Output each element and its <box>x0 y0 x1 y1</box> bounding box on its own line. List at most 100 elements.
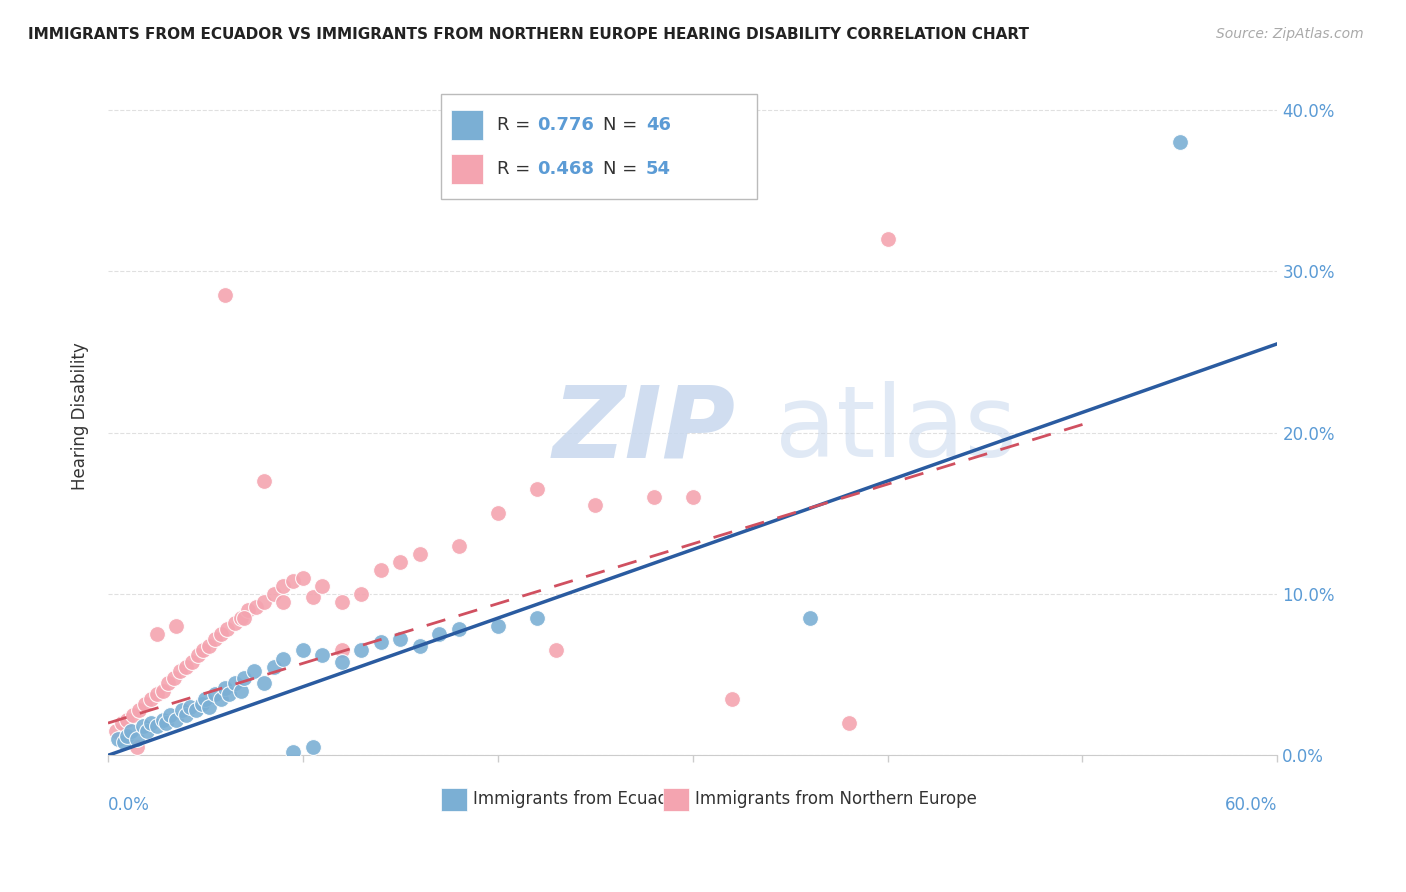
Point <box>194 691 217 706</box>
Point <box>139 691 162 706</box>
Point <box>229 683 252 698</box>
Point <box>163 671 186 685</box>
Point <box>104 724 127 739</box>
Text: R =: R = <box>498 160 537 178</box>
Point <box>291 571 314 585</box>
Point <box>486 619 509 633</box>
Point <box>643 490 665 504</box>
Point <box>330 643 353 657</box>
Point <box>330 655 353 669</box>
Point <box>132 719 155 733</box>
Point <box>409 547 432 561</box>
Point <box>155 716 177 731</box>
Point <box>107 732 129 747</box>
Point <box>1168 135 1191 149</box>
Point <box>238 603 260 617</box>
Point <box>215 623 238 637</box>
Point <box>526 611 548 625</box>
Point <box>209 691 232 706</box>
Text: 54: 54 <box>645 160 671 178</box>
Point <box>224 675 246 690</box>
FancyBboxPatch shape <box>441 95 756 200</box>
FancyBboxPatch shape <box>664 788 689 812</box>
Point <box>301 740 323 755</box>
Point <box>198 639 221 653</box>
Point <box>229 611 252 625</box>
Point <box>159 708 181 723</box>
Point <box>169 665 191 679</box>
Point <box>799 611 821 625</box>
Point <box>350 643 373 657</box>
Point <box>157 675 180 690</box>
Point <box>330 595 353 609</box>
Text: ZIP: ZIP <box>553 382 735 478</box>
Text: 0.0%: 0.0% <box>108 796 150 814</box>
Point <box>253 595 276 609</box>
Point <box>136 724 159 739</box>
Point <box>447 539 470 553</box>
Point <box>170 703 193 717</box>
Text: Immigrants from Northern Europe: Immigrants from Northern Europe <box>695 790 977 808</box>
Point <box>389 555 412 569</box>
Point <box>174 659 197 673</box>
Point <box>281 745 304 759</box>
Point <box>145 719 167 733</box>
Point <box>179 700 201 714</box>
Point <box>583 498 606 512</box>
Point <box>214 288 236 302</box>
Point <box>204 632 226 647</box>
Point <box>263 659 285 673</box>
Point <box>273 651 295 665</box>
Point <box>111 716 134 731</box>
Point <box>218 687 240 701</box>
Point <box>682 490 704 504</box>
Point <box>165 619 187 633</box>
Point <box>409 639 432 653</box>
Text: Source: ZipAtlas.com: Source: ZipAtlas.com <box>1216 27 1364 41</box>
Point <box>134 697 156 711</box>
Point <box>370 635 392 649</box>
Point <box>233 671 256 685</box>
Point <box>198 700 221 714</box>
Point <box>838 716 860 731</box>
Point <box>145 627 167 641</box>
Text: atlas: atlas <box>775 382 1017 478</box>
Point <box>165 713 187 727</box>
Point <box>117 713 139 727</box>
Point <box>145 687 167 701</box>
Point <box>301 590 323 604</box>
Point <box>193 643 215 657</box>
Text: R =: R = <box>498 116 537 134</box>
Point <box>486 506 509 520</box>
Text: Immigrants from Ecuador: Immigrants from Ecuador <box>472 790 685 808</box>
FancyBboxPatch shape <box>451 153 484 185</box>
Point <box>370 563 392 577</box>
Text: 0.776: 0.776 <box>537 116 595 134</box>
Point <box>427 627 450 641</box>
Point <box>526 482 548 496</box>
Point <box>720 691 742 706</box>
Text: 0.468: 0.468 <box>537 160 595 178</box>
FancyBboxPatch shape <box>441 788 467 812</box>
Point <box>190 697 212 711</box>
Point <box>281 574 304 588</box>
Point <box>139 716 162 731</box>
Point <box>311 648 333 663</box>
Text: N =: N = <box>603 116 643 134</box>
Point <box>273 595 295 609</box>
Point <box>311 579 333 593</box>
Point <box>253 474 276 488</box>
Point <box>187 648 209 663</box>
Point <box>447 623 470 637</box>
Point <box>253 675 276 690</box>
Point <box>128 703 150 717</box>
Point <box>204 687 226 701</box>
Point <box>273 579 295 593</box>
Y-axis label: Hearing Disability: Hearing Disability <box>72 343 89 491</box>
Point <box>350 587 373 601</box>
Point <box>152 683 174 698</box>
Point <box>184 703 207 717</box>
FancyBboxPatch shape <box>451 110 484 140</box>
Point <box>152 713 174 727</box>
Point <box>122 708 145 723</box>
